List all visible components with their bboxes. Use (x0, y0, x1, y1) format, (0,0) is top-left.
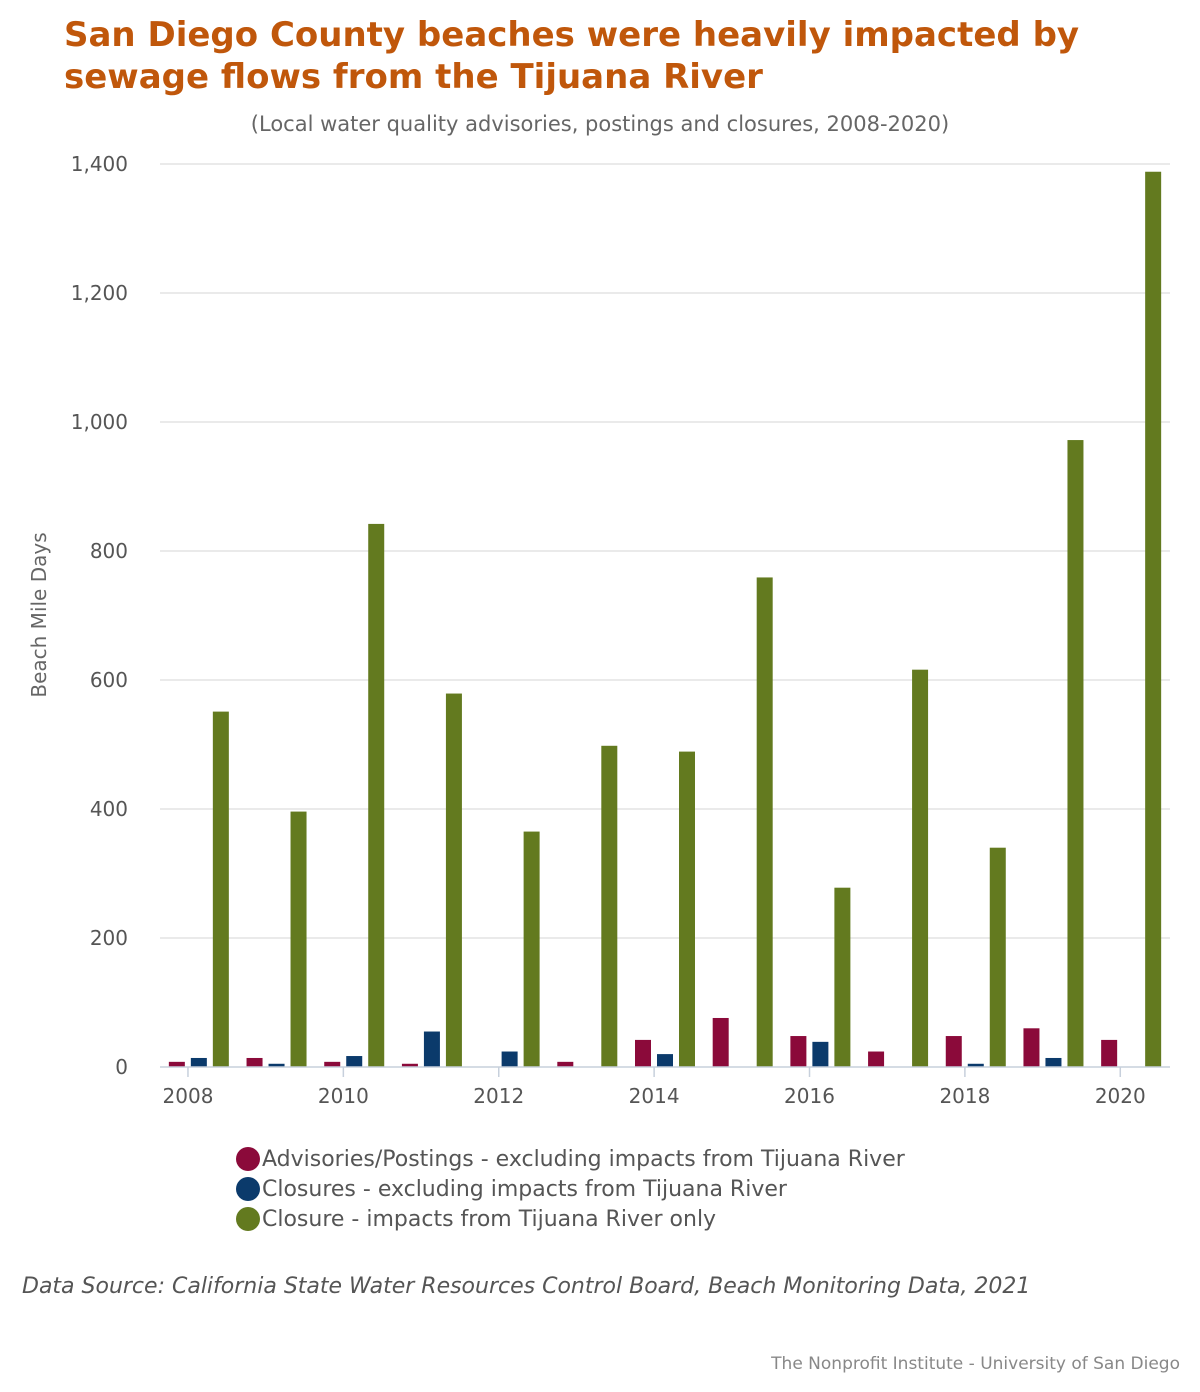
bar-tijuana-2009[interactable] (290, 811, 307, 1067)
bar-closures-2016[interactable] (812, 1041, 829, 1067)
bar-tijuana-2019[interactable] (1067, 440, 1084, 1067)
x-tick-label: 2018 (939, 1084, 990, 1108)
y-tick-label: 1,200 (71, 281, 128, 305)
y-tick-label: 1,400 (71, 152, 128, 176)
bar-advisories-2014[interactable] (635, 1039, 651, 1067)
bar-advisories-2009[interactable] (246, 1057, 263, 1067)
y-tick-label: 400 (90, 797, 128, 821)
bar-tijuana-2013[interactable] (601, 745, 618, 1067)
bar-tijuana-2010[interactable] (368, 523, 385, 1067)
legend-item-tijuana[interactable]: Closure - impacts from Tijuana River onl… (236, 1204, 905, 1234)
bar-advisories-2019[interactable] (1023, 1028, 1040, 1067)
bar-advisories-2011[interactable] (401, 1063, 418, 1067)
bar-closures-2019[interactable] (1045, 1057, 1062, 1067)
legend: Advisories/Postings - excluding impacts … (236, 1144, 905, 1234)
bar-advisories-2016[interactable] (790, 1036, 807, 1067)
x-tick-label: 2016 (784, 1084, 835, 1108)
bar-tijuana-2014[interactable] (679, 751, 695, 1067)
bar-advisories-2018[interactable] (945, 1036, 962, 1067)
y-tick-label: 0 (115, 1055, 128, 1079)
bar-closures-2014[interactable] (657, 1054, 673, 1067)
bar-advisories-2008[interactable] (168, 1061, 185, 1067)
legend-label-tijuana: Closure - impacts from Tijuana River onl… (262, 1206, 717, 1232)
legend-marker-advisories (236, 1147, 260, 1171)
x-tick-label: 2010 (318, 1084, 369, 1108)
bar-closures-2008[interactable] (190, 1057, 207, 1067)
legend-label-advisories: Advisories/Postings - excluding impacts … (262, 1146, 905, 1172)
legend-label-closures: Closures - excluding impacts from Tijuan… (262, 1176, 787, 1202)
bar-closures-2018[interactable] (967, 1063, 984, 1067)
y-tick-label: 1,000 (71, 410, 128, 434)
chart-title: San Diego County beaches were heavily im… (64, 15, 1080, 97)
legend-item-advisories[interactable]: Advisories/Postings - excluding impacts … (236, 1144, 905, 1174)
bar-advisories-2020[interactable] (1101, 1039, 1118, 1067)
x-tick-label: 2014 (629, 1084, 680, 1108)
legend-marker-closures (236, 1177, 260, 1201)
bar-closures-2009[interactable] (268, 1063, 285, 1067)
bar-closures-2012[interactable] (501, 1051, 518, 1067)
chart-subtitle: (Local water quality advisories, posting… (250, 112, 950, 136)
bar-tijuana-2015[interactable] (756, 577, 773, 1067)
legend-marker-tijuana (236, 1207, 260, 1231)
bar-advisories-2017[interactable] (868, 1051, 885, 1067)
legend-item-closures[interactable]: Closures - excluding impacts from Tijuan… (236, 1174, 905, 1204)
bar-tijuana-2018[interactable] (989, 847, 1006, 1067)
bars (168, 171, 1162, 1068)
bar-chart: 0 200 400 600 800 1,000 1,200 1,400 2008 2010 2012… (27, 152, 1170, 1108)
bar-closures-2011[interactable] (423, 1031, 440, 1067)
gridlines (160, 163, 1170, 939)
bar-advisories-2013[interactable] (557, 1061, 574, 1067)
credit-line: The Nonprofit Institute - University of … (771, 1354, 1180, 1374)
x-tick-label: 2008 (163, 1084, 214, 1108)
axes: 0 200 400 600 800 1,000 1,200 1,400 2008 2010 2012… (71, 152, 1170, 1108)
bar-tijuana-2016[interactable] (834, 887, 851, 1067)
y-tick-label: 200 (90, 926, 128, 950)
bar-tijuana-2012[interactable] (523, 831, 540, 1067)
bar-advisories-2010[interactable] (324, 1061, 341, 1067)
bar-tijuana-2011[interactable] (445, 693, 462, 1067)
bar-tijuana-2008[interactable] (212, 711, 229, 1067)
x-tick-label: 2012 (473, 1084, 524, 1108)
bar-tijuana-2020[interactable] (1145, 171, 1162, 1068)
bar-advisories-2015[interactable] (712, 1017, 729, 1067)
data-source-note: Data Source: California State Water Reso… (22, 1274, 1031, 1299)
y-tick-label: 800 (90, 539, 128, 563)
bar-tijuana-2017[interactable] (912, 669, 929, 1067)
bar-closures-2010[interactable] (346, 1056, 363, 1067)
y-axis-label: Beach Mile Days (27, 532, 51, 697)
x-tick-label: 2020 (1095, 1084, 1146, 1108)
y-tick-label: 600 (90, 668, 128, 692)
